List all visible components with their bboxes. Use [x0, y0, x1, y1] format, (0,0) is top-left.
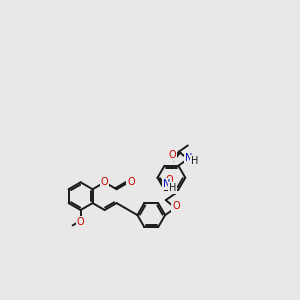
Text: O: O: [169, 151, 176, 160]
Text: O: O: [101, 177, 108, 187]
Text: N: N: [163, 179, 171, 189]
Text: O: O: [127, 177, 135, 187]
Text: H: H: [191, 156, 198, 167]
Text: H: H: [169, 183, 176, 193]
Text: O: O: [77, 217, 84, 226]
Text: O: O: [172, 202, 180, 212]
Text: O: O: [165, 176, 173, 185]
Text: N: N: [185, 152, 192, 163]
